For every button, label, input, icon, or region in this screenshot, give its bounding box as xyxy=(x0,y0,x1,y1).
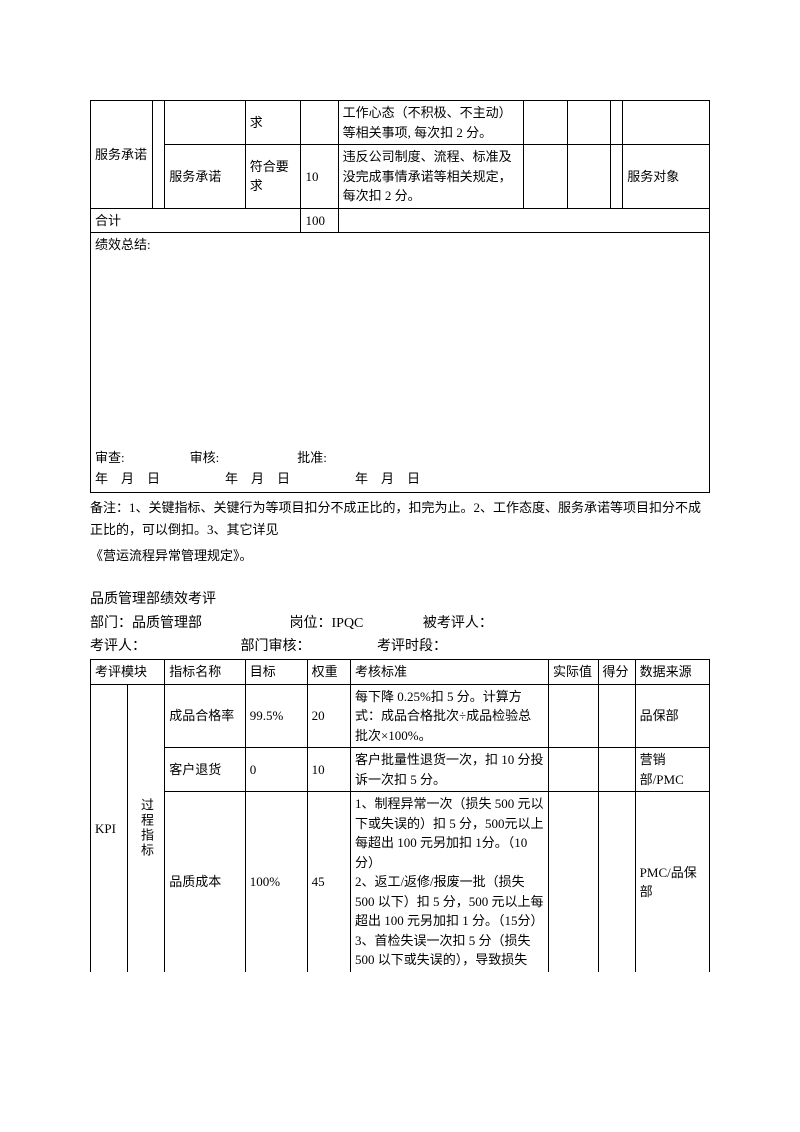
notes-text: 备注：1、关键指标、关键行为等项目扣分不成正比的，扣完为止。2、工作态度、服务承… xyxy=(90,497,710,541)
cell-std: 工作心态（不积极、不主动）等相关事项, 每次扣 2 分。 xyxy=(338,101,524,145)
cell-sub: 过程指标 xyxy=(128,684,165,972)
cell-score xyxy=(598,684,635,748)
cell-src: 品保部 xyxy=(635,684,709,748)
signature-line-2: 年 月 日 年 月 日 年 月 日 xyxy=(95,469,705,490)
cell xyxy=(152,101,164,209)
cell-actual xyxy=(549,684,599,748)
cell xyxy=(338,208,709,233)
cell xyxy=(524,145,567,209)
cell-weight: 45 xyxy=(307,792,350,972)
cell-src: 营销部/PMC xyxy=(635,748,709,792)
cell xyxy=(610,101,622,145)
cell: 符合要求 xyxy=(245,145,301,209)
cell-target: 100% xyxy=(245,792,307,972)
header-score: 得分 xyxy=(598,660,635,685)
table-total-row: 合计 100 xyxy=(91,208,710,233)
cell xyxy=(301,101,338,145)
cell-category: 服务承诺 xyxy=(91,101,153,209)
table-row: 客户退货 0 10 客户批量性退货一次，扣 10 分投诉一次扣 5 分。 营销部… xyxy=(91,748,710,792)
table-service-commitment: 服务承诺 求 工作心态（不积极、不主动）等相关事项, 每次扣 2 分。 服务承诺… xyxy=(90,100,710,233)
cell: 10 xyxy=(301,145,338,209)
header-std: 考核标准 xyxy=(350,660,548,685)
section-title: 品质管理部绩效考评 xyxy=(90,589,710,611)
cell-target: 99.5% xyxy=(245,684,307,748)
cell-actual xyxy=(549,792,599,972)
cell-src: PMC/品保部 xyxy=(635,792,709,972)
cell-total-label: 合计 xyxy=(91,208,301,233)
header-src: 数据来源 xyxy=(635,660,709,685)
notes-text-2: 《营运流程异常管理规定》。 xyxy=(90,545,710,567)
module-label: KPI xyxy=(95,819,123,839)
table-header-row: 考评模块 指标名称 目标 权重 考核标准 实际值 得分 数据来源 xyxy=(91,660,710,685)
table-row: KPI 过程指标 成品合格率 99.5% 20 每下降 0.25%扣 5 分。计… xyxy=(91,684,710,748)
cell xyxy=(623,101,710,145)
cell-target: 0 xyxy=(245,748,307,792)
signature-line-1: 审查: 审核: 批准: xyxy=(95,448,705,469)
cell-weight: 10 xyxy=(307,748,350,792)
header-module: 考评模块 xyxy=(91,660,165,685)
reviewer-label: 考评人： xyxy=(90,639,139,654)
cell-name: 客户退货 xyxy=(165,748,245,792)
meta-line-1: 部门：品质管理部 岗位：IPQC 被考评人： xyxy=(90,612,710,636)
cell-weight: 20 xyxy=(307,684,350,748)
cell-std: 客户批量性退货一次，扣 10 分投诉一次扣 5 分。 xyxy=(350,748,548,792)
summary-label: 绩效总结: xyxy=(95,235,151,256)
summary-box: 绩效总结: 审查: 审核: 批准: 年 月 日 年 月 日 年 月 日 xyxy=(90,233,710,493)
header-name: 指标名称 xyxy=(165,660,245,685)
dept-label: 部门：品质管理部 xyxy=(90,616,202,631)
table-kpi: 考评模块 指标名称 目标 权重 考核标准 实际值 得分 数据来源 KPI 过程指… xyxy=(90,659,710,972)
cell-name: 品质成本 xyxy=(165,792,245,972)
cell xyxy=(165,101,245,145)
cell xyxy=(567,145,610,209)
cell: 服务承诺 xyxy=(165,145,245,209)
reviewee-label: 被考评人： xyxy=(423,616,493,631)
header-actual: 实际值 xyxy=(549,660,599,685)
cell-std: 违反公司制度、流程、标准及没完成事情承诺等相关规定，每次扣 2 分。 xyxy=(338,145,524,209)
header-weight: 权重 xyxy=(307,660,350,685)
meta-line-2: 考评人： 部门审核： 考评时段： xyxy=(90,635,710,659)
header-target: 目标 xyxy=(245,660,307,685)
cell-total-weight: 100 xyxy=(301,208,338,233)
position-label: 岗位：IPQC xyxy=(290,616,364,631)
cell-score xyxy=(598,792,635,972)
period-label: 考评时段： xyxy=(377,639,447,654)
cell xyxy=(524,101,567,145)
cell-module: KPI xyxy=(91,684,128,972)
table-row: 服务承诺 求 工作心态（不积极、不主动）等相关事项, 每次扣 2 分。 xyxy=(91,101,710,145)
table-row: 品质成本 100% 45 1、制程异常一次（损失 500 元以下或失误的）扣 5… xyxy=(91,792,710,972)
cell-score xyxy=(598,748,635,792)
dept-review-label: 部门审核： xyxy=(241,639,304,654)
cell-name: 成品合格率 xyxy=(165,684,245,748)
table-row: 服务承诺 符合要求 10 违反公司制度、流程、标准及没完成事情承诺等相关规定，每… xyxy=(91,145,710,209)
cell-std: 1、制程异常一次（损失 500 元以下或失误的）扣 5 分，500元以上每超出 … xyxy=(350,792,548,972)
cell-actual xyxy=(549,748,599,792)
cell xyxy=(567,101,610,145)
cell-std: 每下降 0.25%扣 5 分。计算方式：成品合格批次÷成品检验总批次×100%。 xyxy=(350,684,548,748)
cell: 求 xyxy=(245,101,301,145)
cell: 服务对象 xyxy=(623,145,710,209)
cell xyxy=(610,145,622,209)
